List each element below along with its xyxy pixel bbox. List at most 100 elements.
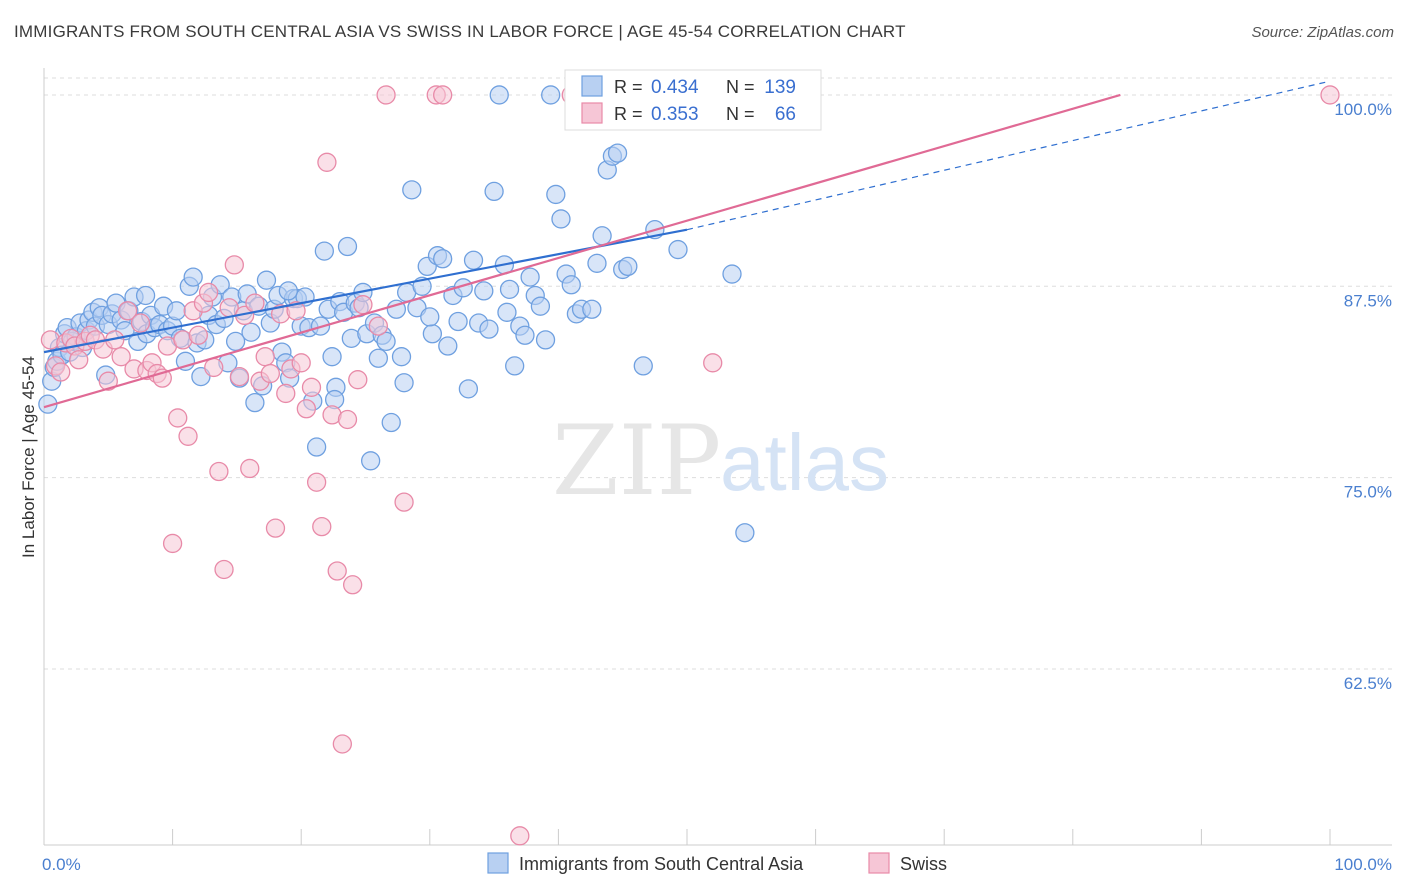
data-point bbox=[618, 256, 638, 277]
x-tick-label-max: 100.0% bbox=[1334, 855, 1392, 874]
data-point bbox=[422, 324, 443, 344]
data-point bbox=[241, 322, 261, 342]
data-point bbox=[265, 518, 286, 538]
data-point bbox=[607, 143, 628, 163]
data-point bbox=[499, 279, 520, 300]
data-point bbox=[474, 281, 494, 301]
legend-top-swatch bbox=[581, 75, 603, 97]
data-point bbox=[135, 285, 156, 306]
axis-layer: 100.0% 87.5% 75.0% 62.5% 0.0% 100.0% bbox=[42, 68, 1392, 874]
data-point bbox=[225, 331, 246, 352]
data-point bbox=[214, 559, 234, 580]
data-point bbox=[198, 282, 219, 303]
y-tick-label: 75.0% bbox=[1344, 483, 1392, 502]
data-point bbox=[368, 348, 389, 368]
data-point bbox=[458, 379, 479, 399]
data-point bbox=[420, 307, 440, 327]
series-1-points bbox=[40, 85, 1340, 846]
data-point bbox=[561, 275, 581, 295]
data-point bbox=[633, 356, 653, 376]
data-point bbox=[229, 366, 250, 387]
data-point bbox=[394, 373, 414, 393]
data-point bbox=[342, 575, 363, 595]
data-point bbox=[463, 250, 484, 270]
data-point bbox=[394, 492, 414, 512]
data-point bbox=[51, 362, 71, 382]
data-point bbox=[402, 180, 422, 200]
chart-source: Source: ZipAtlas.com bbox=[1251, 24, 1394, 41]
y-tick-label: 62.5% bbox=[1344, 674, 1392, 693]
data-point bbox=[587, 253, 607, 273]
legend-top: R = 0.434 N = 139 R = 0.353 N = 66 bbox=[564, 69, 822, 131]
legend-r-label: R = bbox=[614, 77, 643, 97]
data-point bbox=[520, 267, 540, 287]
data-point bbox=[322, 347, 342, 367]
data-point bbox=[166, 301, 187, 321]
legend-bottom-swatch bbox=[868, 852, 890, 874]
legend-n-label: N = bbox=[726, 104, 755, 124]
chart-title: IMMIGRANTS FROM SOUTH CENTRAL ASIA VS SW… bbox=[14, 22, 906, 41]
legend-r-value: 0.434 bbox=[651, 77, 699, 98]
y-tick-label: 100.0% bbox=[1334, 100, 1392, 119]
legend-bottom-swatch bbox=[487, 852, 509, 874]
data-point bbox=[296, 399, 316, 419]
data-point bbox=[183, 267, 203, 287]
data-point bbox=[306, 472, 327, 492]
data-point bbox=[438, 336, 458, 356]
legend-n-value: 139 bbox=[764, 77, 796, 98]
data-point bbox=[592, 226, 612, 246]
data-point bbox=[209, 461, 229, 482]
data-point bbox=[505, 356, 525, 376]
data-point bbox=[368, 316, 389, 336]
data-point bbox=[301, 377, 322, 397]
data-point bbox=[117, 301, 138, 321]
data-point bbox=[245, 293, 265, 313]
data-point bbox=[168, 408, 188, 428]
data-point bbox=[224, 255, 244, 275]
legend-bottom: Immigrants from South Central Asia Swiss bbox=[487, 852, 947, 874]
data-point bbox=[240, 458, 260, 479]
legend-n-label: N = bbox=[726, 77, 755, 97]
data-point bbox=[312, 516, 332, 537]
data-point bbox=[337, 236, 358, 257]
data-point bbox=[348, 370, 368, 390]
data-point bbox=[381, 412, 401, 433]
legend-top-swatch bbox=[581, 102, 603, 124]
data-point bbox=[735, 523, 755, 543]
data-point bbox=[178, 426, 198, 446]
data-point bbox=[722, 264, 742, 284]
data-point bbox=[1320, 85, 1340, 105]
data-point bbox=[391, 347, 412, 367]
data-point bbox=[278, 281, 298, 301]
data-point bbox=[530, 296, 551, 316]
data-point bbox=[546, 184, 566, 205]
data-point bbox=[484, 181, 504, 202]
legend-n-value: 66 bbox=[775, 104, 796, 125]
legend-bottom-label: Immigrants from South Central Asia bbox=[519, 854, 804, 874]
data-point bbox=[360, 451, 381, 471]
data-point bbox=[255, 347, 275, 367]
y-tick-label: 87.5% bbox=[1344, 291, 1392, 310]
data-point bbox=[433, 85, 453, 105]
data-point bbox=[327, 561, 347, 581]
data-point bbox=[479, 319, 499, 339]
data-point bbox=[376, 331, 396, 352]
trend-line-series-1 bbox=[43, 93, 1121, 409]
data-point bbox=[204, 357, 224, 378]
data-point bbox=[162, 533, 183, 554]
data-point bbox=[332, 734, 353, 754]
data-point bbox=[668, 239, 688, 260]
data-point bbox=[256, 270, 277, 290]
data-point bbox=[260, 363, 280, 384]
data-point bbox=[703, 353, 723, 373]
data-point bbox=[317, 152, 337, 172]
data-point bbox=[245, 392, 265, 413]
trend-layer bbox=[43, 80, 1331, 409]
data-point bbox=[276, 383, 296, 404]
data-point bbox=[535, 330, 556, 350]
data-point bbox=[337, 409, 358, 430]
data-point bbox=[515, 325, 535, 345]
data-point bbox=[551, 209, 571, 229]
data-point bbox=[510, 826, 530, 846]
